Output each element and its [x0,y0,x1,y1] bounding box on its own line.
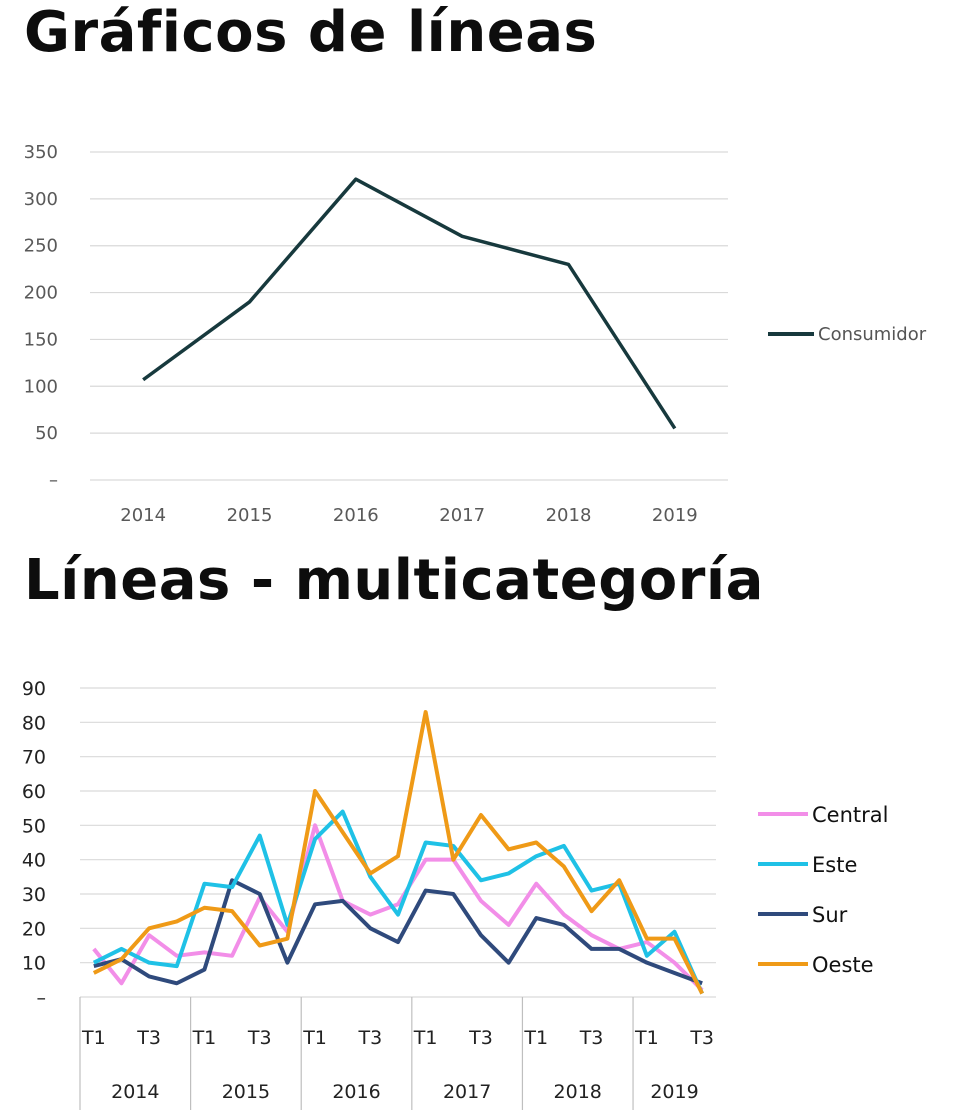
x-quarter-label: T3 [247,1027,272,1049]
series-line-central [92,823,704,992]
series-line-sur [93,878,703,986]
x-year-label: 2017 [443,1081,491,1103]
x-quarter-label: T1 [81,1027,106,1049]
x-year-label: 2014 [111,1081,159,1103]
y-tick-label: 30 [22,884,46,906]
y-tick-label: 20 [22,918,46,940]
x-tick-label: 2015 [227,505,273,526]
x-tick-label: 2017 [439,505,485,526]
legend-label-oeste: Oeste [812,953,874,977]
y-tick-label: 100 [24,376,58,397]
y-tick-label: 60 [22,781,46,803]
y-tick-label: 50 [35,423,58,444]
x-quarter-label: T1 [523,1027,548,1049]
y-tick-label: 150 [24,329,58,350]
y-tick-label: – [49,470,58,491]
y-tick-label: 200 [24,283,58,304]
legend-label-central: Central [812,803,888,827]
x-quarter-label: T3 [579,1027,604,1049]
x-quarter-label: T3 [468,1027,493,1049]
y-tick-label: – [37,987,47,1009]
x-tick-label: 2016 [333,505,379,526]
legend-label: Consumidor [818,324,927,345]
y-tick-label: 70 [22,747,46,769]
x-year-label: 2019 [650,1081,698,1103]
x-year-label: 2016 [332,1081,380,1103]
x-quarter-label: T1 [302,1027,327,1049]
chart-title-lineas: Gráficos de líneas [24,0,598,65]
line-chart-multicategoria: – 10 20 30 40 50 60 70 80 90 T1 T3 2014 T1 T3 2015 T1 T3 2… [22,678,888,1110]
x-quarter-label: T1 [413,1027,438,1049]
x-quarter-label: T3 [689,1027,714,1049]
series-line-consumidor [142,177,677,430]
x-quarter-label: T3 [136,1027,161,1049]
y-tick-label: 40 [22,850,46,872]
x-tick-label: 2019 [652,505,698,526]
legend-label-sur: Sur [812,903,848,927]
y-tick-label: 10 [22,953,46,975]
x-year-label: 2015 [222,1081,270,1103]
y-tick-label: 90 [22,678,46,700]
chart-title-multicategoria: Líneas - multicategoría [24,548,764,613]
x-quarter-label: T1 [634,1027,659,1049]
series-line-oeste [92,710,704,995]
legend-label-este: Este [812,853,857,877]
y-tick-label: 300 [24,189,58,210]
x-year-label: 2018 [554,1081,602,1103]
y-tick-label: 80 [22,712,46,734]
x-quarter-label: T1 [192,1027,217,1049]
x-tick-label: 2018 [546,505,592,526]
y-tick-label: 250 [24,236,58,257]
x-quarter-label: T3 [357,1027,382,1049]
y-tick-label: 350 [24,142,58,163]
line-chart-consumidor: – 50 100 150 200 250 300 350 2014 2015 2016 2017 201… [24,142,927,526]
x-tick-label: 2014 [120,505,166,526]
y-tick-label: 50 [22,815,46,837]
